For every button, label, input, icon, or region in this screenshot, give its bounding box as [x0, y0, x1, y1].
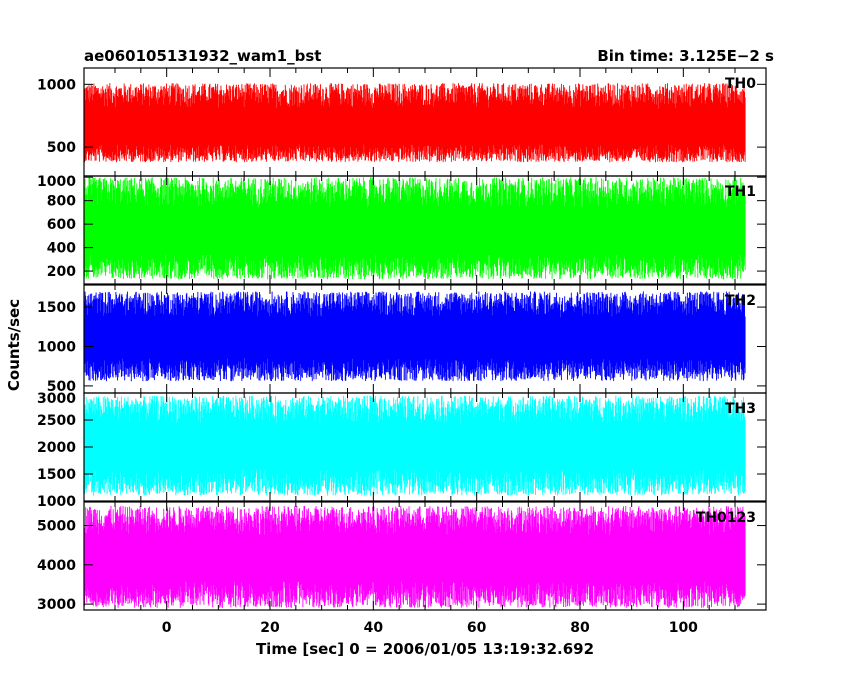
- y-tick-label: 800: [47, 194, 76, 210]
- panel-th1: 200 400 600 800 1000 TH1: [37, 174, 767, 285]
- panel-th3: 1000 1500 2000 2500 3000 TH3: [37, 391, 767, 510]
- chart-title: ae060105131932_wam1_bst: [84, 47, 321, 65]
- y-tick-label: 600: [47, 217, 76, 233]
- y-tick-label: 1000: [37, 174, 76, 190]
- bin-time-label: Bin time: 3.125E−2 s: [597, 47, 774, 65]
- series-th3: [83, 395, 746, 496]
- series-th1: [83, 177, 746, 280]
- y-tick-label: 400: [47, 241, 76, 257]
- panel-th0: 500 1000 TH0: [37, 67, 767, 177]
- x-tick-label: 0: [162, 620, 172, 636]
- x-tick-label: 60: [467, 620, 487, 636]
- y-tick-label: 1500: [37, 300, 76, 316]
- y-tick-label: 200: [47, 264, 76, 280]
- panel-label: TH3: [725, 401, 756, 417]
- y-tick-label: 3000: [37, 597, 76, 613]
- x-axis-label: Time [sec] 0 = 2006/01/05 13:19:32.692: [256, 640, 594, 658]
- series-th0: [83, 83, 746, 163]
- panel-label: TH2: [725, 293, 756, 309]
- x-tick-label: 20: [260, 620, 280, 636]
- y-tick-label: 1000: [37, 494, 76, 510]
- panel-label: TH0: [725, 76, 756, 92]
- y-tick-label: 1000: [37, 339, 76, 355]
- y-tick-label: 5000: [37, 519, 76, 535]
- panel-th2: 500 1000 1500 TH2: [37, 284, 767, 395]
- panel-th0123: 3000 4000 5000 TH0123: [37, 501, 767, 613]
- series-th2: [83, 291, 746, 382]
- y-tick-label: 500: [47, 140, 76, 156]
- series-th0123: [83, 505, 746, 608]
- y-tick-label: 1000: [37, 77, 76, 93]
- x-tick-label: 100: [669, 620, 698, 636]
- x-tick-label: 80: [570, 620, 590, 636]
- y-tick-label: 1500: [37, 467, 76, 483]
- y-tick-label: 2500: [37, 413, 76, 429]
- y-tick-label: 4000: [37, 558, 76, 574]
- x-tick-label: 40: [364, 620, 384, 636]
- panel-label: TH1: [725, 184, 756, 200]
- y-axis-label: Counts/sec: [5, 299, 23, 391]
- y-tick-label: 2000: [37, 440, 76, 456]
- y-tick-label: 500: [47, 379, 76, 395]
- panel-label: TH0123: [696, 510, 756, 526]
- y-tick-label: 3000: [37, 391, 76, 407]
